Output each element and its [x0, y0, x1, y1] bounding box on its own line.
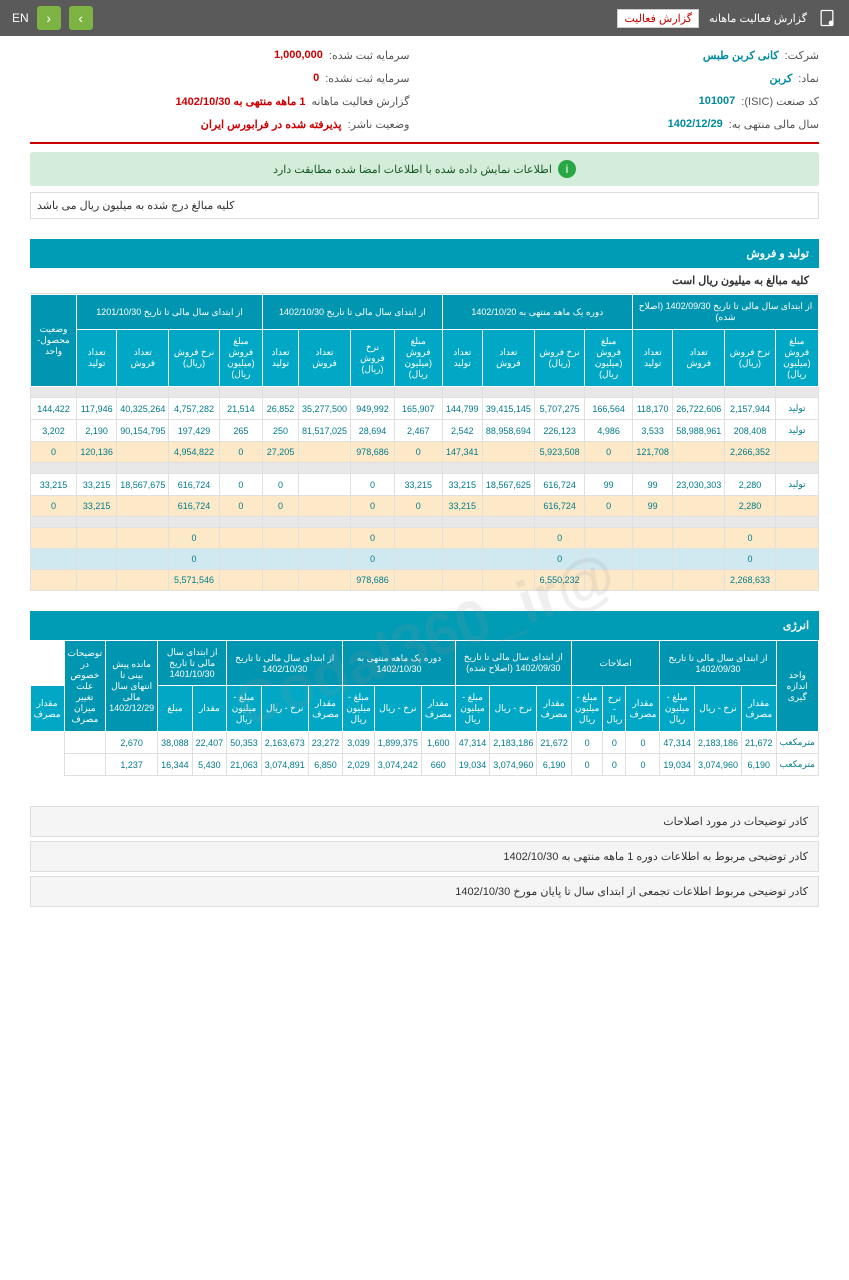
- publisher-label: وضعیت ناشر:: [348, 118, 410, 131]
- table-row: 2,280990616,72433,2150000616,72433,2150: [31, 496, 819, 517]
- col-header: مبلغ فروش (میلیون ریال): [775, 330, 818, 387]
- group-header: واحد اندازه گیری: [776, 641, 818, 732]
- section1-header: تولید و فروش: [30, 239, 819, 268]
- report-dropdown[interactable]: گزارش فعالیت: [617, 9, 699, 28]
- col-header: نرخ فروش (ریال): [169, 330, 219, 387]
- col-header: تعداد تولید: [633, 330, 673, 387]
- footer-notes: کادر توضیحات در مورد اصلاحات کادر توضیحی …: [30, 806, 819, 907]
- col-header: تعداد فروش: [117, 330, 169, 387]
- footer-note: کادر توضیحی مربوط به اطلاعات دوره 1 ماهه…: [30, 841, 819, 872]
- capital-reg-label: سرمایه ثبت شده:: [329, 49, 410, 62]
- col-header: مبلغ فروش (میلیون ریال): [585, 330, 633, 387]
- table-row: تولید208,40858,988,9613,5334,986226,1238…: [31, 420, 819, 442]
- group-header: دوره یک ماهه منتهی به 1402/10/20: [442, 295, 632, 330]
- col-header: تعداد تولید: [263, 330, 299, 387]
- col-header: مبلغ فروش (میلیون ریال): [394, 330, 442, 387]
- doc-icon: [817, 8, 837, 28]
- company-label: شرکت:: [785, 49, 819, 62]
- col-header: مبلغ: [158, 686, 193, 732]
- col-header: نرخ - ریال: [490, 686, 537, 732]
- isic-label: کد صنعت (ISIC):: [741, 95, 819, 108]
- group-header: توضیحات در خصوص علت تغییر میزان مصرف: [64, 641, 106, 732]
- table-row: [31, 463, 819, 474]
- col-header: مقدار مصرف: [308, 686, 343, 732]
- table-row: 2,268,6336,550,232978,6865,571,546: [31, 570, 819, 591]
- activity-value: 1 ماهه منتهی به 1402/10/30: [175, 95, 305, 108]
- col-header: تعداد تولید: [442, 330, 482, 387]
- footer-note: کادر توضیحات در مورد اصلاحات: [30, 806, 819, 837]
- col-header: مقدار: [192, 686, 227, 732]
- footer-note: کادر توضیحی مربوط اطلاعات تجمعی از ابتدا…: [30, 876, 819, 907]
- col-header: مقدار مصرف: [741, 686, 776, 732]
- table-row: مترمکعب6,1903,074,96019,0340006,1903,074…: [30, 754, 818, 776]
- group-header: دوره یک ماهه منتهی به 1402/10/30: [343, 641, 455, 686]
- section2-header: انرژی: [30, 611, 819, 640]
- table-row: تولید2,157,94426,722,606118,170166,5645,…: [31, 398, 819, 420]
- group-header: مانده پیش بینی تا انتهای سال مالی 1402/1…: [106, 641, 158, 732]
- table-row: 0000: [31, 549, 819, 570]
- group-header: از ابتدای سال مالی تا تاریخ 1401/10/30: [158, 641, 227, 686]
- fiscal-value: 1402/12/29: [668, 118, 723, 131]
- nav-prev-button[interactable]: ›: [69, 6, 93, 30]
- status-bar: i اطلاعات نمایش داده شده با اطلاعات امضا…: [30, 152, 819, 186]
- production-table: از ابتدای سال مالی تا تاریخ 1402/09/30 (…: [30, 294, 819, 591]
- col-header: نرخ - ریال: [694, 686, 741, 732]
- col-header: نرخ - ریال: [603, 686, 626, 732]
- col-header: مبلغ - میلیون ریال: [571, 686, 602, 732]
- topbar: گزارش فعالیت ماهانه گزارش فعالیت › ‹ EN: [0, 0, 849, 36]
- col-header: مبلغ - میلیون ریال: [227, 686, 262, 732]
- col-header: مقدار مصرف: [626, 686, 660, 732]
- group-header: از ابتدای سال مالی تا تاریخ 1402/09/30: [660, 641, 776, 686]
- table-row: مترمکعب21,6722,183,18647,31400021,6722,1…: [30, 732, 818, 754]
- col-header: نرخ - ریال: [261, 686, 308, 732]
- nav-next-button[interactable]: ‹: [37, 6, 61, 30]
- group-header: از ابتدای سال مالی تا تاریخ 1402/10/30: [263, 295, 443, 330]
- col-header: نرخ - ریال: [374, 686, 421, 732]
- table-row: 2,266,352121,70805,923,508147,3410978,68…: [31, 442, 819, 463]
- col-header: تعداد تولید: [77, 330, 117, 387]
- isic-value: 101007: [699, 95, 736, 108]
- col-header: تعداد فروش: [673, 330, 725, 387]
- col-header: نرخ فروش (ریال): [725, 330, 775, 387]
- status-text: اطلاعات نمایش داده شده با اطلاعات امضا ش…: [273, 163, 552, 176]
- col-header: مقدار مصرف: [30, 686, 64, 732]
- col-header: تعداد فروش: [298, 330, 350, 387]
- group-header: از ابتدای سال مالی تا تاریخ 1402/09/30 (…: [633, 295, 819, 330]
- section1-subtitle: کلیه مبالغ به میلیون ریال است: [30, 268, 819, 294]
- company-value: کانی کربن طبس: [703, 49, 779, 62]
- currency-note: کلیه مبالغ درج شده به میلیون ریال می باش…: [30, 192, 819, 219]
- table-row: تولید2,28023,030,3039999616,72418,567,62…: [31, 474, 819, 496]
- activity-label: گزارش فعالیت ماهانه: [312, 95, 410, 108]
- symbol-value: کربن: [770, 72, 793, 85]
- capital-unreg-label: سرمایه ثبت نشده:: [325, 72, 409, 85]
- group-header: اصلاحات: [571, 641, 660, 686]
- col-header: مبلغ - میلیون ریال: [343, 686, 374, 732]
- capital-unreg-value: 0: [313, 72, 319, 85]
- group-header: از ابتدای سال مالی تا تاریخ 1402/09/30 (…: [455, 641, 571, 686]
- page-title: گزارش فعالیت ماهانه: [709, 12, 807, 25]
- table-row: [31, 387, 819, 398]
- col-header: مبلغ فروش (میلیون ریال): [219, 330, 262, 387]
- check-icon: i: [558, 160, 576, 178]
- group-header: وضعیت محصول-واحد: [31, 295, 77, 387]
- col-header: تعداد فروش: [482, 330, 534, 387]
- group-header: از ابتدای سال مالی تا تاریخ 1402/10/30: [227, 641, 343, 686]
- fiscal-label: سال مالی منتهی به:: [729, 118, 819, 131]
- lang-toggle[interactable]: EN: [12, 11, 29, 25]
- energy-table: واحد اندازه گیریاز ابتدای سال مالی تا تا…: [30, 640, 819, 776]
- table-row: 0000: [31, 528, 819, 549]
- info-panel: شرکت: کانی کربن طبس سرمایه ثبت شده: 1,000,…: [30, 46, 819, 144]
- col-header: مقدار مصرف: [421, 686, 455, 732]
- col-header: نرخ فروش (ریال): [534, 330, 584, 387]
- col-header: نرخ فروش (ریال): [351, 330, 395, 387]
- col-header: مقدار مصرف: [537, 686, 572, 732]
- publisher-value: پذیرفته شده در فرابورس ایران: [201, 118, 342, 131]
- table-row: [31, 517, 819, 528]
- col-header: مبلغ - میلیون ریال: [455, 686, 490, 732]
- col-header: مبلغ - میلیون ریال: [660, 686, 695, 732]
- capital-reg-value: 1,000,000: [274, 49, 323, 62]
- symbol-label: نماد:: [798, 72, 819, 85]
- group-header: از ابتدای سال مالی تا تاریخ 1201/10/30: [77, 295, 263, 330]
